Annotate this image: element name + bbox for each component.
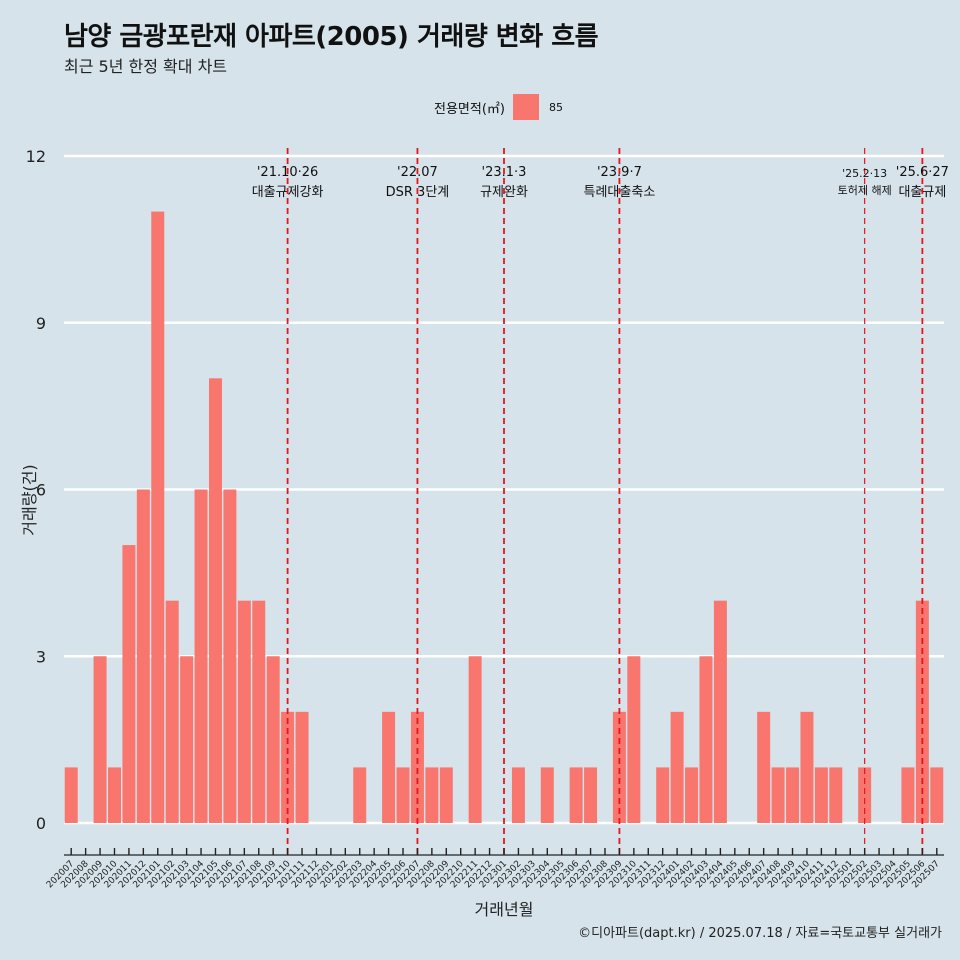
bar xyxy=(713,600,727,823)
bar xyxy=(829,767,843,823)
y-tick-label: 3 xyxy=(36,647,46,666)
bar xyxy=(757,711,771,823)
bars xyxy=(64,211,944,824)
bar xyxy=(670,711,684,823)
bar xyxy=(295,711,309,823)
bar xyxy=(151,211,165,824)
chart-title: 남양 금광포란재 아파트(2005) 거래량 변화 흐름 xyxy=(64,22,599,52)
bar xyxy=(699,656,713,823)
chart-subtitle: 최근 5년 한정 확대 차트 xyxy=(64,57,228,76)
bar xyxy=(612,711,626,823)
bar xyxy=(468,656,482,823)
event-name-label: 대출규제 xyxy=(898,185,946,200)
legend-label: 85 xyxy=(548,100,563,114)
bar xyxy=(511,767,525,823)
source-caption: ©디아파트(dapt.kr) / 2025.07.18 / 자료=국토교통부 실… xyxy=(578,926,942,941)
y-tick-label: 12 xyxy=(26,147,46,166)
bar xyxy=(281,711,295,823)
y-tick-label: 9 xyxy=(36,314,46,333)
bar xyxy=(685,767,699,823)
bar xyxy=(569,767,583,823)
event-date-label: '25.2·13 xyxy=(842,167,887,180)
bar xyxy=(108,767,121,823)
bar xyxy=(439,767,453,823)
bar xyxy=(208,378,222,823)
event-name-label: 특례대출축소 xyxy=(584,185,656,200)
event-name-label: 규제완화 xyxy=(480,185,528,200)
y-tick-label: 0 xyxy=(36,814,46,833)
bar xyxy=(266,656,280,823)
bar xyxy=(252,600,266,823)
bar xyxy=(901,767,915,823)
event-date-label: '23.9·7 xyxy=(597,165,642,180)
bar xyxy=(93,656,107,823)
bar xyxy=(800,711,814,823)
y-tick-label: 6 xyxy=(36,481,46,500)
bar xyxy=(425,767,439,823)
legend: 전용면적(㎡) 85 xyxy=(434,93,563,121)
event-name-label: 토허제 해제 xyxy=(838,183,892,197)
bar xyxy=(930,767,944,823)
bar xyxy=(353,767,367,823)
event-name-label: DSR 3단계 xyxy=(386,185,450,200)
bar xyxy=(165,600,179,823)
bar xyxy=(223,489,237,823)
bar xyxy=(136,489,150,823)
bar xyxy=(584,767,598,823)
bar xyxy=(396,767,410,823)
bar xyxy=(410,711,424,823)
event-name-label: 대출규제강화 xyxy=(252,185,324,200)
event-date-label: '23.1·3 xyxy=(482,165,527,180)
bar xyxy=(627,656,641,823)
event-date-label: '21.10·26 xyxy=(257,165,318,180)
bar xyxy=(771,767,785,823)
bar xyxy=(786,767,800,823)
bar xyxy=(814,767,828,823)
x-axis-title: 거래년월 xyxy=(475,900,534,919)
bar xyxy=(194,489,208,823)
bar xyxy=(237,600,251,823)
event-date-label: '22.07 xyxy=(397,165,438,180)
event-date-label: '25.6·27 xyxy=(896,165,949,180)
bar xyxy=(656,767,670,823)
event-annotations: '21.10·26 대출규제강화 '22.07 DSR 3단계 '23.1·3 규제완화 '… xyxy=(252,148,949,855)
y-axis-title: 거래량(건) xyxy=(20,464,39,535)
legend-swatch xyxy=(512,94,539,120)
bar xyxy=(64,767,78,823)
bar xyxy=(122,545,136,823)
bar xyxy=(180,656,194,823)
bar xyxy=(382,711,396,823)
bar xyxy=(858,767,872,823)
legend-title: 전용면적(㎡) xyxy=(434,101,505,117)
bar xyxy=(540,767,554,823)
